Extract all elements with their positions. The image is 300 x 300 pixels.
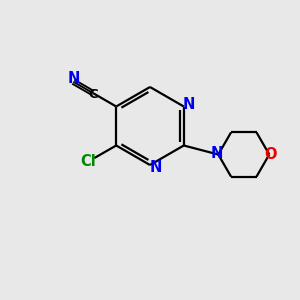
Text: N: N <box>183 97 195 112</box>
Text: C: C <box>88 88 98 101</box>
Text: N: N <box>211 146 223 160</box>
Text: N: N <box>68 70 80 86</box>
Text: Cl: Cl <box>80 154 95 169</box>
Text: N: N <box>149 160 162 175</box>
Text: O: O <box>265 147 277 162</box>
